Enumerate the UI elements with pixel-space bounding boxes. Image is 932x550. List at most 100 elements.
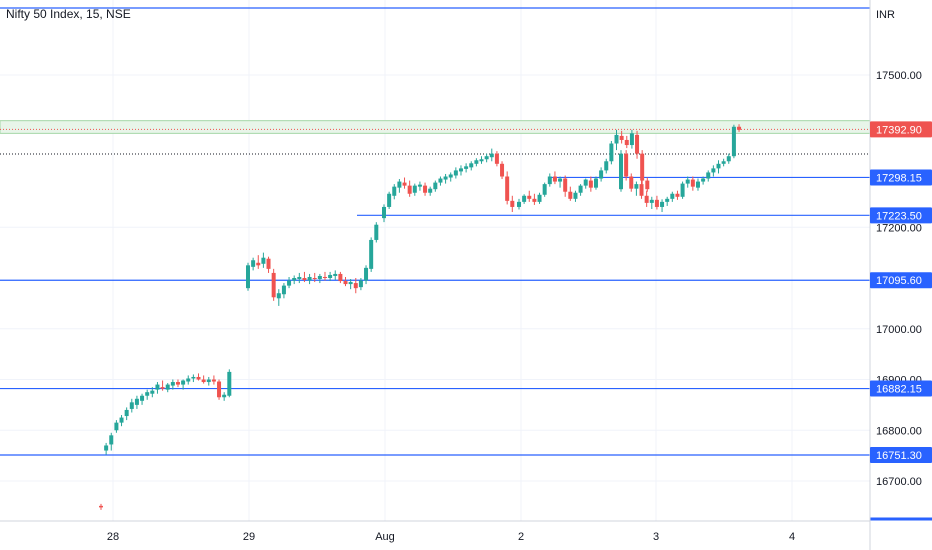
candle-body	[624, 139, 629, 146]
candle-body	[489, 153, 494, 158]
candle-body	[160, 387, 165, 389]
candle-body	[181, 380, 186, 385]
candle-body	[428, 188, 433, 193]
candle-body	[593, 178, 598, 188]
candle-body	[552, 176, 557, 182]
candle-body	[494, 153, 499, 164]
candle-body	[124, 409, 129, 417]
level-price-label: 17298.15	[876, 172, 922, 184]
candle-body	[297, 276, 302, 280]
candle-body	[307, 276, 312, 281]
candle-body	[358, 280, 363, 288]
candle-body	[654, 199, 659, 207]
candle-body	[634, 184, 639, 189]
candle-body	[510, 200, 515, 207]
candle-body	[701, 178, 706, 182]
candle-body	[685, 179, 690, 184]
time-tick-label: 4	[789, 531, 795, 543]
candle-body	[573, 192, 578, 199]
candle-body	[423, 185, 428, 193]
candle-body	[317, 275, 322, 280]
candle-body	[484, 156, 489, 160]
candle-body	[322, 276, 327, 278]
candle-body	[201, 379, 206, 383]
time-tick-label: 29	[243, 531, 255, 543]
price-labels: 17298.15 17223.50 17095.60 16882.15 16751.30…	[870, 121, 932, 463]
level-price-label: 16882.15	[876, 384, 922, 396]
candle-body	[256, 262, 261, 266]
candle-body	[639, 184, 644, 196]
level-price-label-background	[870, 207, 932, 224]
candle-body	[680, 183, 685, 197]
candle-body	[287, 280, 292, 286]
candle-body	[649, 199, 654, 203]
candle-body	[364, 267, 369, 281]
chart-title: Nifty 50 Index, 15, NSE	[6, 7, 131, 21]
candle-body	[474, 160, 479, 164]
candle-body	[706, 172, 711, 179]
candle-body	[175, 382, 180, 385]
candle-body	[644, 195, 649, 203]
candle-body	[104, 445, 109, 451]
candle-body	[517, 201, 521, 207]
level-price-label-background	[870, 446, 932, 463]
candle-body	[266, 258, 271, 269]
time-tick-label: Aug	[375, 531, 395, 543]
candle-body	[109, 435, 114, 445]
candle-body	[119, 417, 124, 423]
candle-body	[328, 274, 333, 278]
candle-body	[99, 505, 103, 508]
candle-body	[150, 390, 155, 394]
candle-body	[338, 273, 343, 282]
candle-body	[246, 265, 250, 289]
candle-body	[604, 161, 609, 171]
candles	[99, 124, 742, 510]
candle-body	[547, 176, 552, 185]
candle-body	[542, 184, 547, 195]
candle-body	[438, 178, 443, 183]
candle-body	[302, 278, 307, 281]
candle-body	[196, 376, 201, 380]
price-tick-label: 16700.00	[876, 476, 922, 488]
candle-body	[469, 163, 474, 168]
candle-body	[155, 384, 160, 390]
candle-body	[387, 193, 392, 207]
candle-body	[392, 186, 397, 196]
candle-body	[312, 278, 317, 280]
level-price-label: 17095.60	[876, 275, 922, 287]
candle-body	[145, 392, 150, 396]
candle-body	[217, 381, 222, 398]
candle-body	[382, 206, 386, 219]
candle-body	[716, 163, 721, 169]
candle-body	[624, 153, 629, 177]
candle-body	[206, 379, 211, 383]
candle-body	[670, 193, 675, 199]
candle-body	[369, 239, 374, 269]
candle-body	[453, 170, 458, 176]
candle-body	[640, 153, 645, 181]
candle-body	[532, 198, 537, 202]
candle-body	[443, 176, 448, 180]
candle-body	[271, 272, 276, 298]
level-price-label-background	[870, 380, 932, 397]
candle-body	[417, 184, 422, 187]
candle-body	[114, 422, 119, 431]
candle-body	[448, 174, 453, 178]
candle-body	[537, 194, 542, 202]
candle-body	[251, 260, 256, 267]
candle-body	[402, 182, 407, 186]
candle-body	[412, 185, 417, 193]
candle-body	[690, 179, 695, 187]
candle-body	[479, 159, 484, 162]
level-price-label: 17223.50	[876, 210, 922, 222]
candle-body	[374, 224, 379, 240]
candle-body	[614, 134, 619, 144]
candle-body	[629, 176, 634, 189]
candle-body	[583, 179, 588, 186]
candle-body	[505, 176, 510, 201]
time-tick-label: 28	[107, 531, 119, 543]
candle-body	[191, 376, 196, 379]
candle-body	[568, 191, 573, 199]
level-price-label: 16751.30	[876, 450, 922, 462]
